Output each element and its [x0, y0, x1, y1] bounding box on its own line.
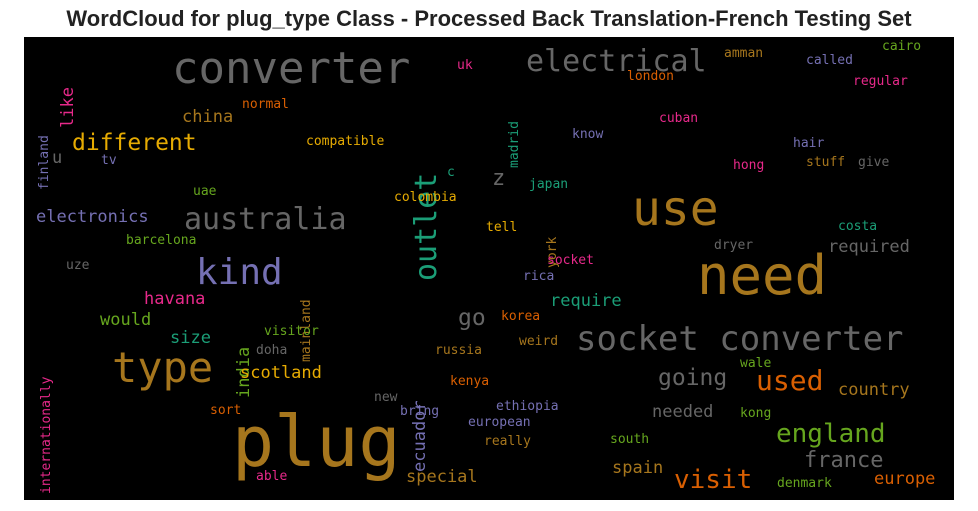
word-china: china	[182, 107, 234, 127]
word-able: able	[256, 469, 288, 484]
word-size: size	[170, 328, 211, 348]
word-going: going	[658, 365, 728, 391]
word-kind: kind	[196, 252, 283, 293]
word-kong: kong	[740, 406, 772, 421]
word-madrid: madrid	[507, 121, 522, 168]
word-called: called	[806, 53, 853, 68]
word-russia: russia	[435, 343, 482, 358]
word-barcelona: barcelona	[126, 233, 197, 248]
word-wale: wale	[740, 356, 772, 371]
word-go: go	[458, 305, 486, 331]
word-internationally: internationally	[39, 376, 54, 494]
word-korea: korea	[501, 309, 541, 324]
word-really: really	[484, 434, 531, 449]
word-hair: hair	[793, 136, 825, 151]
word-uae: uae	[193, 184, 217, 199]
word-hong: hong	[733, 158, 765, 173]
word-sort: sort	[210, 403, 242, 418]
word-uk: uk	[457, 58, 473, 73]
word-japan: japan	[529, 177, 569, 192]
word-european: european	[468, 415, 531, 430]
word-doha: doha	[256, 343, 288, 358]
word-rica: rica	[523, 269, 555, 284]
word-type: type	[112, 343, 214, 392]
word-europe: europe	[874, 469, 936, 489]
word-ethiopia: ethiopia	[496, 399, 559, 414]
word-spain: spain	[612, 458, 664, 478]
word-like: like	[58, 87, 78, 128]
word-visitor: visitor	[264, 324, 319, 339]
word-south: south	[610, 432, 650, 447]
word-electrical: electrical	[526, 44, 707, 79]
word-bring: bring	[400, 404, 440, 419]
word-scotland: scotland	[240, 363, 322, 383]
word-require: require	[550, 291, 622, 311]
word-needed: needed	[652, 402, 714, 422]
word-london: london	[627, 69, 674, 84]
word-france: france	[804, 448, 884, 473]
word-country: country	[838, 380, 910, 400]
word-england: england	[776, 419, 886, 449]
word-z: z	[492, 166, 506, 191]
word-electronics: electronics	[36, 207, 149, 227]
word-australia: australia	[184, 202, 347, 237]
word-denmark: denmark	[777, 476, 832, 491]
word-need: need	[697, 244, 828, 307]
word-regular: regular	[853, 74, 908, 89]
word-cairo: cairo	[882, 39, 922, 54]
chart-title: WordCloud for plug_type Class - Processe…	[66, 6, 912, 31]
word-normal: normal	[242, 97, 289, 112]
word-weird: weird	[519, 334, 559, 349]
word-visit: visit	[674, 465, 753, 495]
word-use: use	[632, 181, 719, 237]
word-special: special	[406, 467, 478, 487]
word-stuff: stuff	[806, 155, 846, 170]
word-tv: tv	[101, 153, 117, 168]
word-finland: finland	[37, 135, 52, 190]
word-tell: tell	[486, 220, 518, 235]
word-compatible: compatible	[306, 134, 385, 149]
word-required: required	[828, 237, 910, 257]
word-different: different	[72, 130, 197, 156]
word-know: know	[572, 127, 604, 142]
word-costa: costa	[838, 219, 878, 234]
word-used: used	[756, 364, 824, 397]
word-dryer: dryer	[714, 238, 754, 253]
word-cuban: cuban	[659, 111, 699, 126]
word-outlet: outlet	[409, 172, 444, 281]
word-amman: amman	[724, 46, 764, 61]
word-c: c	[447, 165, 455, 180]
word-socket: socket	[547, 253, 594, 268]
word-uze: uze	[66, 258, 90, 273]
word-would: would	[100, 310, 152, 330]
word-cloud-canvas: converter electrical outlet different ch…	[24, 37, 954, 500]
word-new: new	[374, 390, 398, 405]
word-converter: converter	[172, 43, 411, 94]
word-give: give	[858, 155, 890, 170]
word-kenya: kenya	[450, 374, 490, 389]
word-plug: plug	[232, 401, 401, 483]
word-socket-converter: socket converter	[576, 319, 904, 359]
word-havana: havana	[144, 289, 206, 309]
word-u: u	[52, 148, 63, 168]
word-colombia: colombia	[394, 190, 457, 205]
